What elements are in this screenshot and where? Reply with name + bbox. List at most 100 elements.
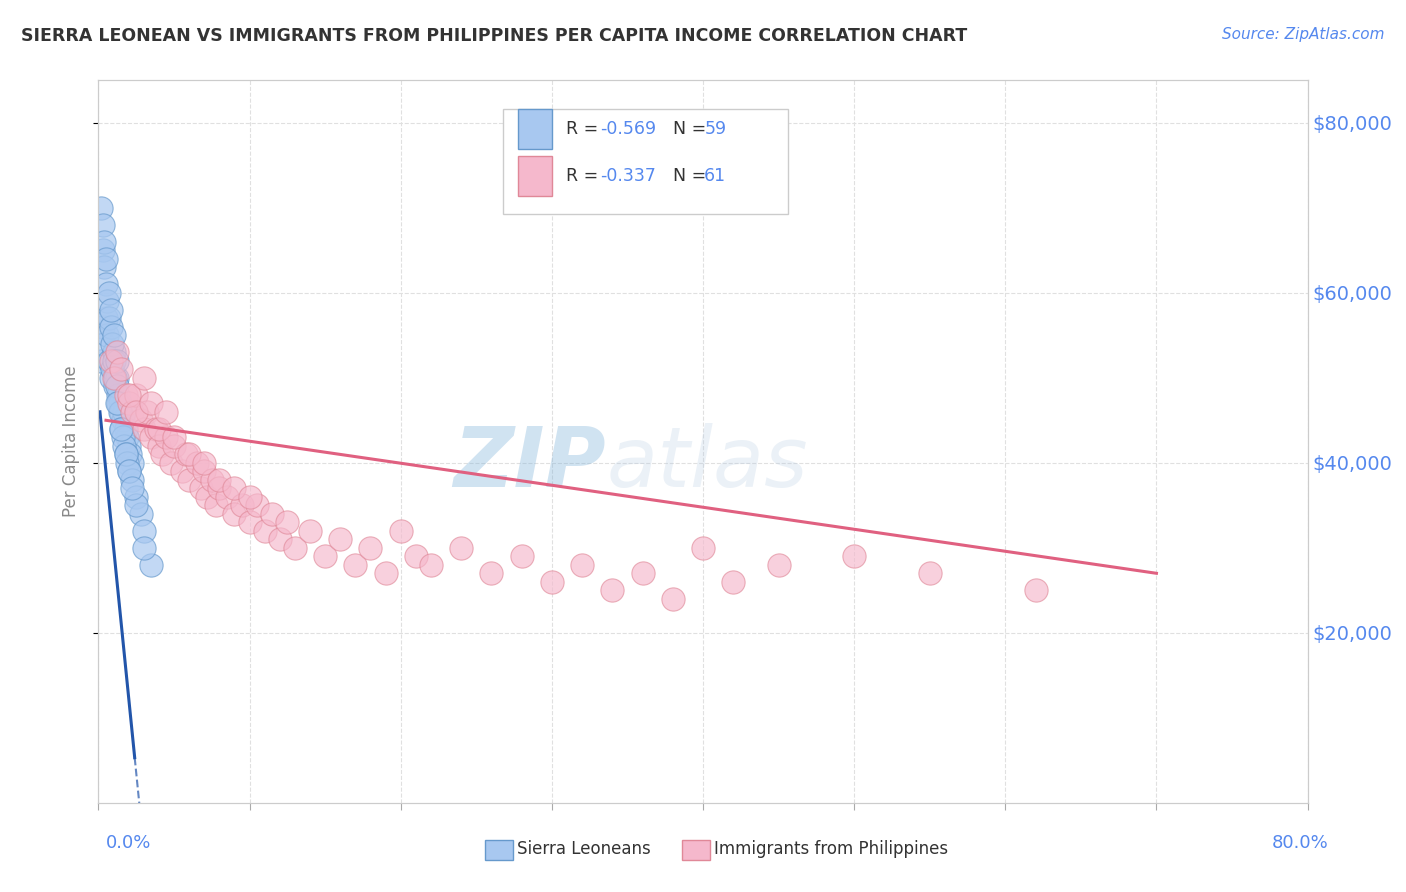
Point: [193, 464, 215, 478]
Point: [110, 362, 132, 376]
Point: [107, 396, 129, 410]
Point: [115, 456, 138, 470]
Text: Sierra Leoneans: Sierra Leoneans: [517, 840, 651, 858]
Text: atlas: atlas: [606, 423, 808, 504]
Text: Source: ZipAtlas.com: Source: ZipAtlas.com: [1222, 27, 1385, 42]
Point: [163, 430, 186, 444]
Point: [269, 533, 291, 547]
Point: [510, 549, 533, 564]
Point: [98, 311, 121, 326]
Point: [125, 388, 148, 402]
Point: [179, 473, 201, 487]
Point: [118, 439, 141, 453]
Point: [100, 371, 122, 385]
Point: [110, 405, 132, 419]
Point: [118, 396, 141, 410]
Point: [723, 574, 745, 589]
Point: [108, 405, 131, 419]
Point: [661, 591, 683, 606]
Point: [155, 405, 177, 419]
Point: [96, 294, 118, 309]
Point: [571, 558, 593, 572]
Point: [239, 516, 262, 530]
Y-axis label: Per Capita Income: Per Capita Income: [62, 366, 80, 517]
Point: [160, 456, 183, 470]
Point: [100, 319, 122, 334]
Point: [150, 447, 173, 461]
Point: [90, 201, 112, 215]
Point: [141, 396, 163, 410]
Point: [90, 353, 112, 368]
Text: R =: R =: [567, 120, 605, 138]
Point: [121, 473, 143, 487]
Point: [103, 345, 125, 359]
Point: [114, 388, 136, 402]
Point: [108, 396, 131, 410]
Point: [118, 464, 141, 478]
Point: [148, 439, 170, 453]
Point: [141, 558, 163, 572]
Point: [190, 481, 212, 495]
Point: [224, 507, 246, 521]
Point: [540, 574, 562, 589]
Text: -0.569: -0.569: [600, 120, 657, 138]
Point: [103, 328, 125, 343]
Point: [768, 558, 790, 572]
Point: [104, 371, 127, 385]
Point: [344, 558, 367, 572]
Point: [170, 464, 193, 478]
Point: [329, 533, 352, 547]
Point: [96, 328, 118, 343]
Point: [98, 353, 121, 368]
Point: [91, 319, 114, 334]
Point: [114, 447, 136, 461]
Point: [132, 422, 155, 436]
Point: [186, 456, 208, 470]
Point: [129, 507, 152, 521]
Point: [120, 447, 142, 461]
Point: [195, 490, 218, 504]
Point: [100, 302, 122, 317]
Point: [121, 481, 143, 495]
Point: [193, 456, 215, 470]
Point: [105, 345, 128, 359]
Point: [110, 422, 132, 436]
Point: [201, 473, 224, 487]
Point: [174, 447, 197, 461]
Point: [125, 405, 148, 419]
Point: [602, 583, 624, 598]
Point: [132, 371, 155, 385]
FancyBboxPatch shape: [517, 109, 553, 149]
Point: [112, 405, 135, 419]
Point: [121, 405, 143, 419]
Point: [91, 244, 114, 258]
Point: [100, 353, 122, 368]
Text: N =: N =: [673, 120, 711, 138]
Point: [103, 353, 125, 368]
Point: [389, 524, 412, 538]
Point: [111, 430, 134, 444]
Point: [135, 405, 157, 419]
Point: [844, 549, 866, 564]
Point: [103, 371, 125, 385]
Point: [101, 336, 124, 351]
Point: [93, 336, 115, 351]
Point: [104, 379, 127, 393]
FancyBboxPatch shape: [517, 156, 553, 196]
Point: [224, 481, 246, 495]
Text: 80.0%: 80.0%: [1272, 834, 1329, 852]
Point: [215, 490, 238, 504]
Point: [163, 439, 186, 453]
Text: 0.0%: 0.0%: [105, 834, 150, 852]
Point: [93, 260, 115, 275]
Point: [481, 566, 503, 581]
Text: SIERRA LEONEAN VS IMMIGRANTS FROM PHILIPPINES PER CAPITA INCOME CORRELATION CHAR: SIERRA LEONEAN VS IMMIGRANTS FROM PHILIP…: [21, 27, 967, 45]
Point: [631, 566, 654, 581]
Point: [111, 413, 134, 427]
Point: [94, 277, 117, 292]
Point: [98, 285, 121, 300]
Point: [114, 447, 136, 461]
Point: [125, 490, 148, 504]
Text: ZIP: ZIP: [454, 423, 606, 504]
Point: [118, 388, 141, 402]
